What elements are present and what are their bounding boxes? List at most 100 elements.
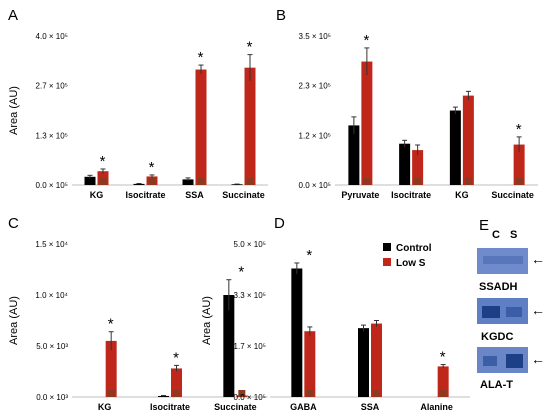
significance-star-c-isocitrate: * bbox=[173, 349, 179, 366]
bar-a-isocitrate-control bbox=[133, 183, 145, 185]
bar-b-succinate-low-s bbox=[513, 144, 525, 185]
y-tick-label-c-2: 5.0 × 10³ bbox=[36, 342, 68, 351]
bar-base-mark-d-alanine bbox=[439, 390, 447, 397]
bar-c-kg-low-s bbox=[105, 340, 117, 397]
y-tick-label-c-3: 0.0 × 10³ bbox=[36, 393, 68, 402]
panel-letter-c: C bbox=[8, 215, 19, 232]
x-tick-label-d-alanine: Alanine bbox=[420, 402, 453, 412]
significance-star-d-gaba: * bbox=[306, 247, 312, 264]
y-tick-label-d-2: 1.7 × 10⁵ bbox=[234, 342, 266, 351]
y-tick-label-b-2: 1.2 × 10⁵ bbox=[299, 131, 331, 140]
bar-d-gaba-low-s bbox=[304, 331, 316, 397]
x-tick-label-d-gaba: GABA bbox=[290, 402, 317, 412]
bar-base-mark-d-ssa bbox=[373, 390, 380, 397]
legend: Control Low S bbox=[383, 243, 432, 269]
chart-panel-a: A Area (AU) 4.0 × 10⁵ 2.7 × 10⁵ 1.3 × 10⁵ 0.0… bbox=[8, 7, 268, 200]
significance-star-a-ssa: * bbox=[198, 49, 204, 66]
bar-c-succinate-control bbox=[223, 295, 235, 397]
x-tick-label-a-isocitrate: Isocitrate bbox=[125, 190, 165, 200]
legend-label-low-s: Low S bbox=[396, 258, 426, 269]
panel-letter-a: A bbox=[8, 7, 18, 24]
bar-b-kg-control bbox=[449, 110, 461, 185]
y-tick-label-d-0: 5.0 × 10⁵ bbox=[234, 240, 266, 249]
bar-a-succinate-low-s bbox=[244, 67, 256, 185]
x-tick-label-c-isocitrate: Isocitrate bbox=[150, 402, 190, 412]
panel-letter-b: B bbox=[276, 7, 286, 24]
y-axis-label-d: Area (AU) bbox=[201, 296, 213, 345]
chart-panel-b: B 3.5 × 10⁵ 2.3 × 10⁵ 1.2 × 10⁵ 0.0 × 10⁵ * Py… bbox=[276, 7, 538, 200]
bar-charts: A Area (AU) 4.0 × 10⁵ 2.7 × 10⁵ 1.3 × 10⁵ 0.0… bbox=[8, 7, 538, 412]
blot-label-kgdc: KGDC bbox=[481, 331, 513, 343]
legend-swatch-control bbox=[383, 243, 391, 251]
y-tick-label-b-3: 0.0 × 10⁵ bbox=[299, 181, 331, 190]
significance-star-b-succinate: * bbox=[516, 121, 522, 138]
bar-d-gaba-control bbox=[291, 268, 303, 397]
bar-b-pyruvate-low-s bbox=[361, 61, 373, 185]
chart-panel-c: C Area (AU) 1.5 × 10⁴ 1.0 × 10⁴ 5.0 × 10³ 0.0… bbox=[8, 215, 268, 412]
y-tick-label-a-3: 0.0 × 10⁵ bbox=[36, 181, 68, 190]
x-tick-label-b-isocitrate: Isocitrate bbox=[391, 190, 431, 200]
x-tick-label-c-succinate: Succinate bbox=[214, 402, 257, 412]
bar-d-ssa-control bbox=[358, 328, 369, 397]
bar-a-succinate-control bbox=[231, 184, 243, 185]
x-tick-label-d-ssa: SSA bbox=[361, 402, 380, 412]
bar-base-mark-a-isocitrate bbox=[148, 178, 156, 185]
bar-b-pyruvate-control bbox=[348, 125, 360, 185]
bar-base-mark-b-isocitrate bbox=[414, 178, 422, 185]
y-tick-label-d-3: 0.0 × 10⁵ bbox=[234, 393, 266, 402]
legend-swatch-low-s bbox=[383, 258, 391, 266]
bar-a-ssa-control bbox=[182, 179, 194, 185]
arrow-ala-t: ← bbox=[531, 351, 545, 367]
legend-label-control: Control bbox=[396, 243, 432, 254]
bar-d-alanine-low-s bbox=[437, 366, 449, 397]
bar-base-mark-c-succinate bbox=[238, 390, 246, 397]
bar-b-kg-low-s bbox=[462, 95, 474, 185]
bar-b-isocitrate-control bbox=[399, 143, 411, 185]
bar-base-mark-b-kg bbox=[464, 178, 472, 185]
arrow-kgdc: ← bbox=[531, 302, 545, 318]
blot-label-ala-t: ALA-T bbox=[480, 379, 513, 391]
y-tick-label-b-1: 2.3 × 10⁵ bbox=[299, 82, 331, 91]
blot-kgdc-band-c bbox=[482, 306, 500, 318]
x-tick-label-b-succinate: Succinate bbox=[491, 190, 534, 200]
significance-star-a-isocitrate: * bbox=[149, 159, 155, 176]
y-tick-label-a-2: 1.3 × 10⁵ bbox=[36, 131, 68, 140]
bar-a-ssa-low-s bbox=[195, 69, 207, 185]
y-axis-label-c: Area (AU) bbox=[8, 296, 20, 345]
significance-star-c-succinate: * bbox=[238, 264, 244, 281]
x-tick-label-a-succinate: Succinate bbox=[222, 190, 265, 200]
arrow-ssadh: ← bbox=[531, 251, 545, 267]
blot-kgdc-band-s bbox=[506, 307, 522, 317]
significance-star-a-kg: * bbox=[100, 153, 106, 170]
panel-letter-d: D bbox=[274, 215, 285, 232]
lane-label-c: C bbox=[492, 229, 500, 241]
x-tick-label-b-pyruvate: Pyruvate bbox=[341, 190, 379, 200]
chart-panel-d: D Area (AU) 5.0 × 10⁵ 3.3 × 10⁵ 1.7 × 10⁵ 0.0… bbox=[201, 215, 470, 412]
y-tick-label-a-1: 2.7 × 10⁵ bbox=[36, 82, 68, 91]
blot-ala-t-band-s bbox=[506, 354, 523, 368]
significance-star-a-succinate: * bbox=[247, 39, 253, 56]
panel-e-western-blots: E C S SSADH ← KGDC ← ALA-T ← bbox=[477, 217, 545, 391]
y-axis-label-a: Area (AU) bbox=[8, 86, 20, 135]
bar-a-kg-control bbox=[84, 176, 96, 185]
bar-base-mark-c-isocitrate bbox=[173, 390, 180, 397]
bar-c-isocitrate-low-s bbox=[171, 368, 182, 397]
bar-base-mark-d-gaba bbox=[306, 390, 314, 397]
bar-base-mark-a-succinate bbox=[246, 178, 254, 185]
x-tick-label-b-kg: KG bbox=[455, 190, 469, 200]
bar-d-ssa-low-s bbox=[371, 323, 382, 397]
y-tick-label-c-1: 1.0 × 10⁴ bbox=[35, 291, 68, 300]
bar-base-mark-a-ssa bbox=[197, 178, 205, 185]
significance-star-b-pyruvate: * bbox=[363, 32, 369, 49]
bar-b-isocitrate-low-s bbox=[412, 150, 424, 185]
panel-letter-e: E bbox=[479, 217, 489, 234]
y-tick-label-c-0: 1.5 × 10⁴ bbox=[35, 240, 68, 249]
x-tick-label-c-kg: KG bbox=[98, 402, 112, 412]
blot-ala-t-band-c bbox=[483, 356, 497, 366]
lane-label-s: S bbox=[510, 229, 517, 241]
y-tick-label-d-1: 3.3 × 10⁵ bbox=[234, 291, 266, 300]
bar-base-mark-c-kg bbox=[107, 390, 115, 397]
bar-base-mark-b-succinate bbox=[515, 178, 523, 185]
significance-star-c-kg: * bbox=[108, 316, 114, 333]
